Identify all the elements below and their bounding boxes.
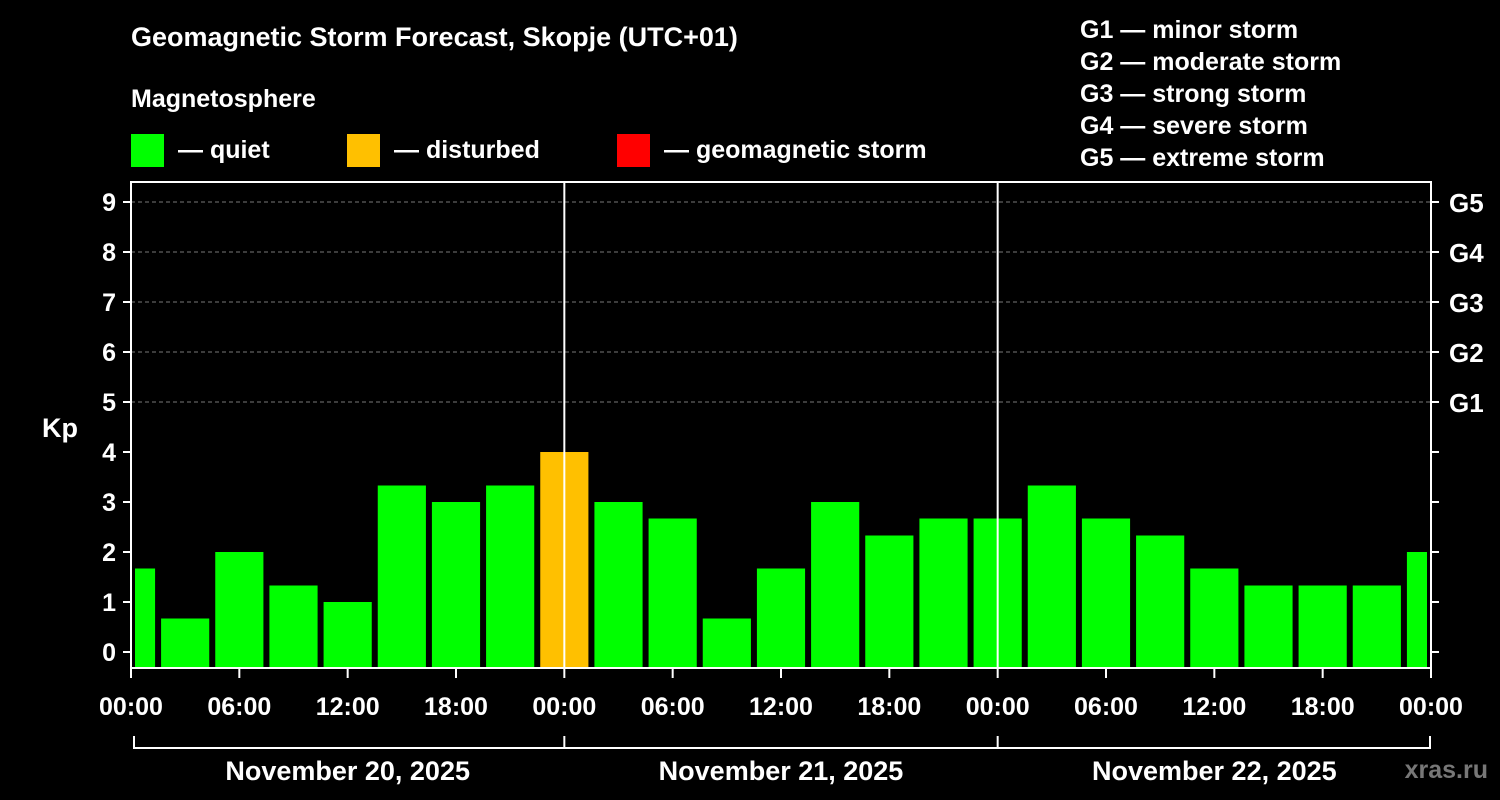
x-tick-label: 12:00 bbox=[749, 693, 813, 721]
x-tick-label: 06:00 bbox=[207, 693, 271, 721]
storm-level-label: G1 bbox=[1449, 388, 1484, 418]
x-tick-label: 06:00 bbox=[1074, 693, 1138, 721]
kp-bar bbox=[135, 568, 156, 668]
x-tick-label: 18:00 bbox=[424, 693, 488, 721]
kp-bar bbox=[1136, 535, 1185, 668]
storm-scale-g2: G2 — moderate storm bbox=[1080, 48, 1342, 76]
storm-scale-g4: G4 — severe storm bbox=[1080, 112, 1308, 140]
kp-bar bbox=[1298, 585, 1347, 668]
kp-bar bbox=[1081, 518, 1131, 668]
y-tick-label: 5 bbox=[102, 389, 116, 417]
legend-swatch-quiet bbox=[131, 133, 164, 167]
x-tick-label: 12:00 bbox=[316, 693, 380, 721]
kp-bar bbox=[648, 518, 697, 668]
kp-bar bbox=[702, 618, 751, 668]
storm-scale-legend: G1 — minor storm G2 — moderate storm G3 … bbox=[1080, 14, 1341, 174]
x-tick-label: 06:00 bbox=[641, 693, 705, 721]
day-label: November 21, 2025 bbox=[659, 756, 904, 786]
kp-bar bbox=[1027, 485, 1076, 668]
storm-level-label: G2 bbox=[1449, 338, 1484, 368]
chart-title: Geomagnetic Storm Forecast, Skopje (UTC+… bbox=[131, 22, 738, 52]
legend-item-storm: — geomagnetic storm bbox=[617, 133, 927, 167]
x-tick-label: 18:00 bbox=[857, 693, 921, 721]
y-tick-label: 7 bbox=[102, 289, 116, 317]
kp-bar bbox=[1244, 585, 1293, 668]
kp-bar bbox=[811, 502, 860, 668]
kp-bar bbox=[1352, 585, 1401, 668]
storm-scale-g1: G1 — minor storm bbox=[1080, 16, 1299, 44]
x-tick-label: 00:00 bbox=[99, 693, 163, 721]
day-label: November 22, 2025 bbox=[1092, 756, 1337, 786]
kp-bar bbox=[486, 485, 535, 668]
x-tick-label: 18:00 bbox=[1291, 693, 1355, 721]
x-tick-label: 12:00 bbox=[1182, 693, 1246, 721]
y-axis-label: Kp bbox=[42, 413, 78, 443]
kp-bar bbox=[431, 502, 481, 668]
x-tick-label: 00:00 bbox=[1399, 693, 1463, 721]
storm-scale-g3: G3 — strong storm bbox=[1080, 80, 1307, 108]
kp-bar bbox=[1406, 552, 1427, 668]
storm-level-label: G5 bbox=[1449, 188, 1484, 218]
kp-bar bbox=[377, 485, 426, 668]
y-tick-label: 9 bbox=[102, 189, 116, 217]
storm-level-label: G4 bbox=[1449, 238, 1484, 268]
y-tick-label: 0 bbox=[102, 639, 116, 667]
y-tick-label: 8 bbox=[102, 239, 116, 267]
legend-label-storm: — geomagnetic storm bbox=[664, 135, 927, 164]
kp-bar bbox=[323, 602, 372, 668]
kp-bar bbox=[269, 585, 318, 668]
legend-label-quiet: — quiet bbox=[178, 135, 270, 164]
legend-swatch-disturbed bbox=[347, 133, 380, 167]
storm-scale-g5: G5 — extreme storm bbox=[1080, 144, 1325, 172]
kp-bar bbox=[756, 568, 806, 668]
x-tick-label: 00:00 bbox=[966, 693, 1030, 721]
y-tick-label: 3 bbox=[102, 489, 116, 517]
kp-bar bbox=[1190, 568, 1239, 668]
legend-heading: Magnetosphere bbox=[131, 85, 316, 113]
kp-bar bbox=[594, 502, 643, 668]
y-tick-label: 2 bbox=[102, 539, 116, 567]
kp-bar bbox=[865, 535, 914, 668]
kp-bar bbox=[215, 552, 264, 668]
storm-level-label: G3 bbox=[1449, 288, 1484, 318]
y-tick-label: 6 bbox=[102, 339, 116, 367]
legend-swatch-storm bbox=[617, 133, 650, 167]
y-tick-label: 1 bbox=[102, 589, 116, 617]
x-tick-label: 00:00 bbox=[532, 693, 596, 721]
y-tick-label: 4 bbox=[102, 439, 116, 467]
kp-bar bbox=[919, 518, 968, 668]
legend-label-disturbed: — disturbed bbox=[394, 135, 540, 164]
day-label: November 20, 2025 bbox=[225, 756, 470, 786]
kp-bar bbox=[161, 618, 210, 668]
watermark: xras.ru bbox=[1404, 756, 1488, 784]
legend-item-quiet: — quiet bbox=[131, 133, 270, 167]
legend-item-disturbed: — disturbed bbox=[347, 133, 540, 167]
